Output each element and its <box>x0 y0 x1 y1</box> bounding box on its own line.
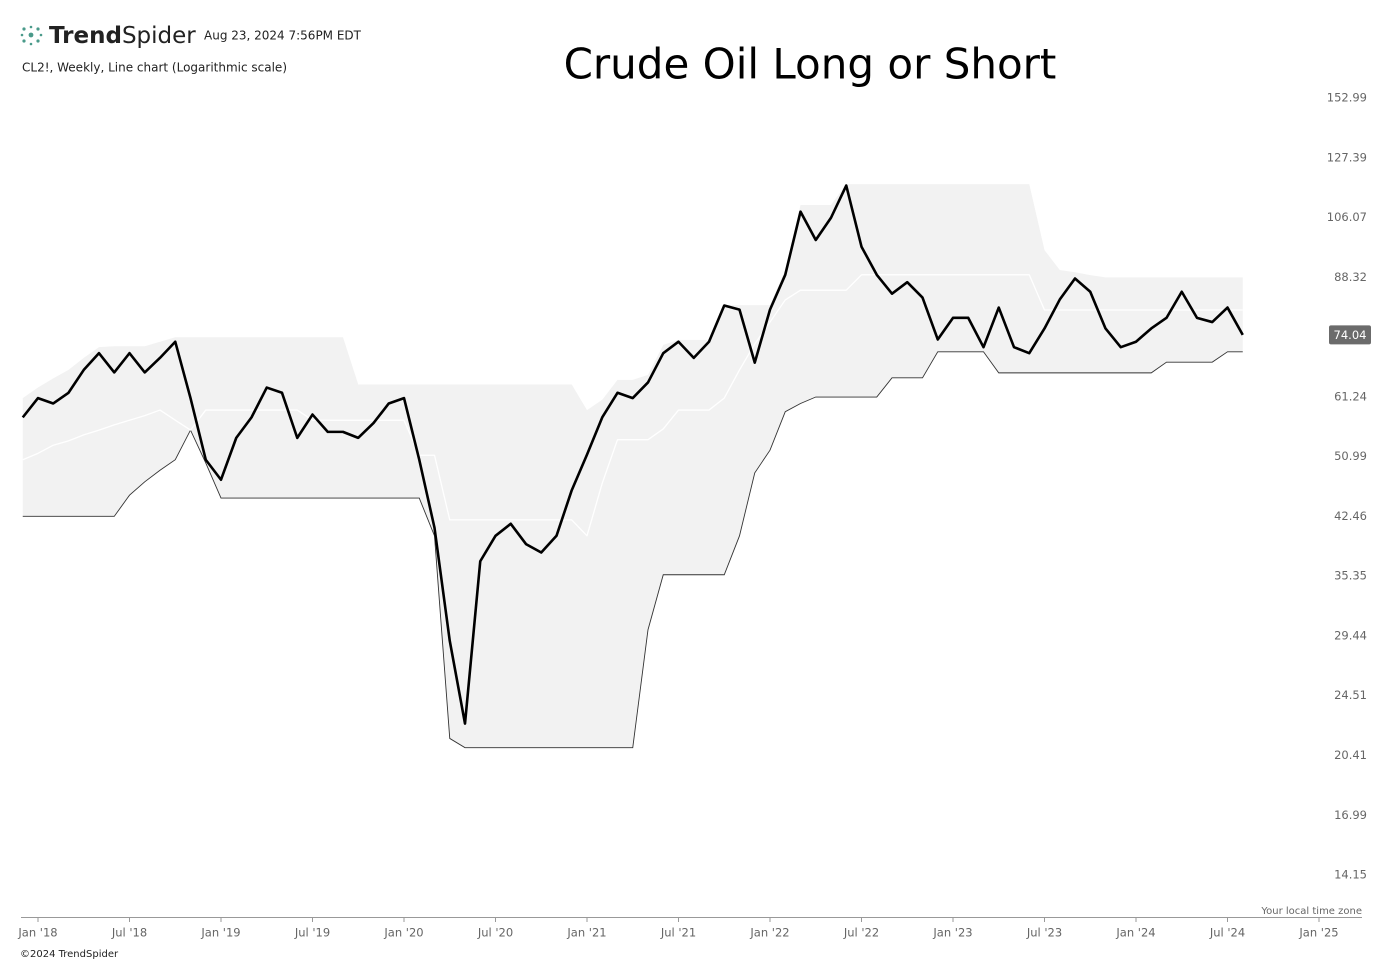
subtitle: CL2!, Weekly, Line chart (Logarithmic sc… <box>22 61 287 75</box>
x-tick-label: Jan '19 <box>200 926 240 940</box>
mid-line <box>22 274 1243 537</box>
chart-title: Crude Oil Long or Short <box>564 40 1057 89</box>
y-tick-label: 61.24 <box>1334 389 1367 403</box>
y-tick-label: 29.44 <box>1334 628 1367 642</box>
y-tick-label: 42.46 <box>1334 509 1367 523</box>
y-tick-label: 50.99 <box>1334 449 1367 463</box>
y-tick-label: 20.41 <box>1334 748 1367 762</box>
x-tick-label: Jan '21 <box>566 926 606 940</box>
y-tick-label: 88.32 <box>1334 270 1367 284</box>
brand: TrendSpider <box>49 23 196 49</box>
x-tick-label: Jan '25 <box>1298 926 1338 940</box>
plot-area: 152.99 127.39 106.07 88.32 61.24 50.99 42.46 35… <box>17 90 1367 939</box>
y-tick-label: 16.99 <box>1334 808 1367 822</box>
band-lower-edge <box>22 351 1243 749</box>
x-tick-label: Jul '20 <box>477 926 513 940</box>
brand-part: Trend <box>49 23 122 49</box>
x-tick-label: Jul '19 <box>294 926 330 940</box>
y-tick-label: 127.39 <box>1327 150 1367 164</box>
brand-part: Spider <box>122 23 196 49</box>
last-price-label: 74.04 <box>1334 328 1367 342</box>
price-line <box>21 184 1244 725</box>
y-tick-label: 106.07 <box>1327 210 1367 224</box>
logo-icon <box>20 25 43 46</box>
x-tick-label: Jul '22 <box>843 926 879 940</box>
x-tick-label: Jan '18 <box>17 926 57 940</box>
x-tick-label: Jul '18 <box>111 926 147 940</box>
timezone-note: Your local time zone <box>1260 906 1362 917</box>
y-tick-label: 152.99 <box>1327 90 1367 104</box>
x-tick-label: Jan '20 <box>383 926 423 940</box>
last-price-badge <box>1329 325 1371 345</box>
footer: ©2024 TrendSpider <box>20 949 119 960</box>
y-tick-label: 35.35 <box>1334 569 1367 583</box>
x-tick-label: Jan '24 <box>1115 926 1155 940</box>
x-tick-label: Jan '23 <box>932 926 972 940</box>
x-tick-label: Jul '24 <box>1209 926 1245 940</box>
timestamp: Aug 23, 2024 7:56PM EDT <box>204 29 362 43</box>
x-tick-label: Jul '23 <box>1026 926 1062 940</box>
band-fill <box>22 184 1243 748</box>
x-tick-label: Jul '21 <box>660 926 696 940</box>
y-tick-label: 14.15 <box>1334 867 1367 881</box>
y-tick-label: 24.51 <box>1334 688 1367 702</box>
x-tick-label: Jan '22 <box>749 926 789 940</box>
